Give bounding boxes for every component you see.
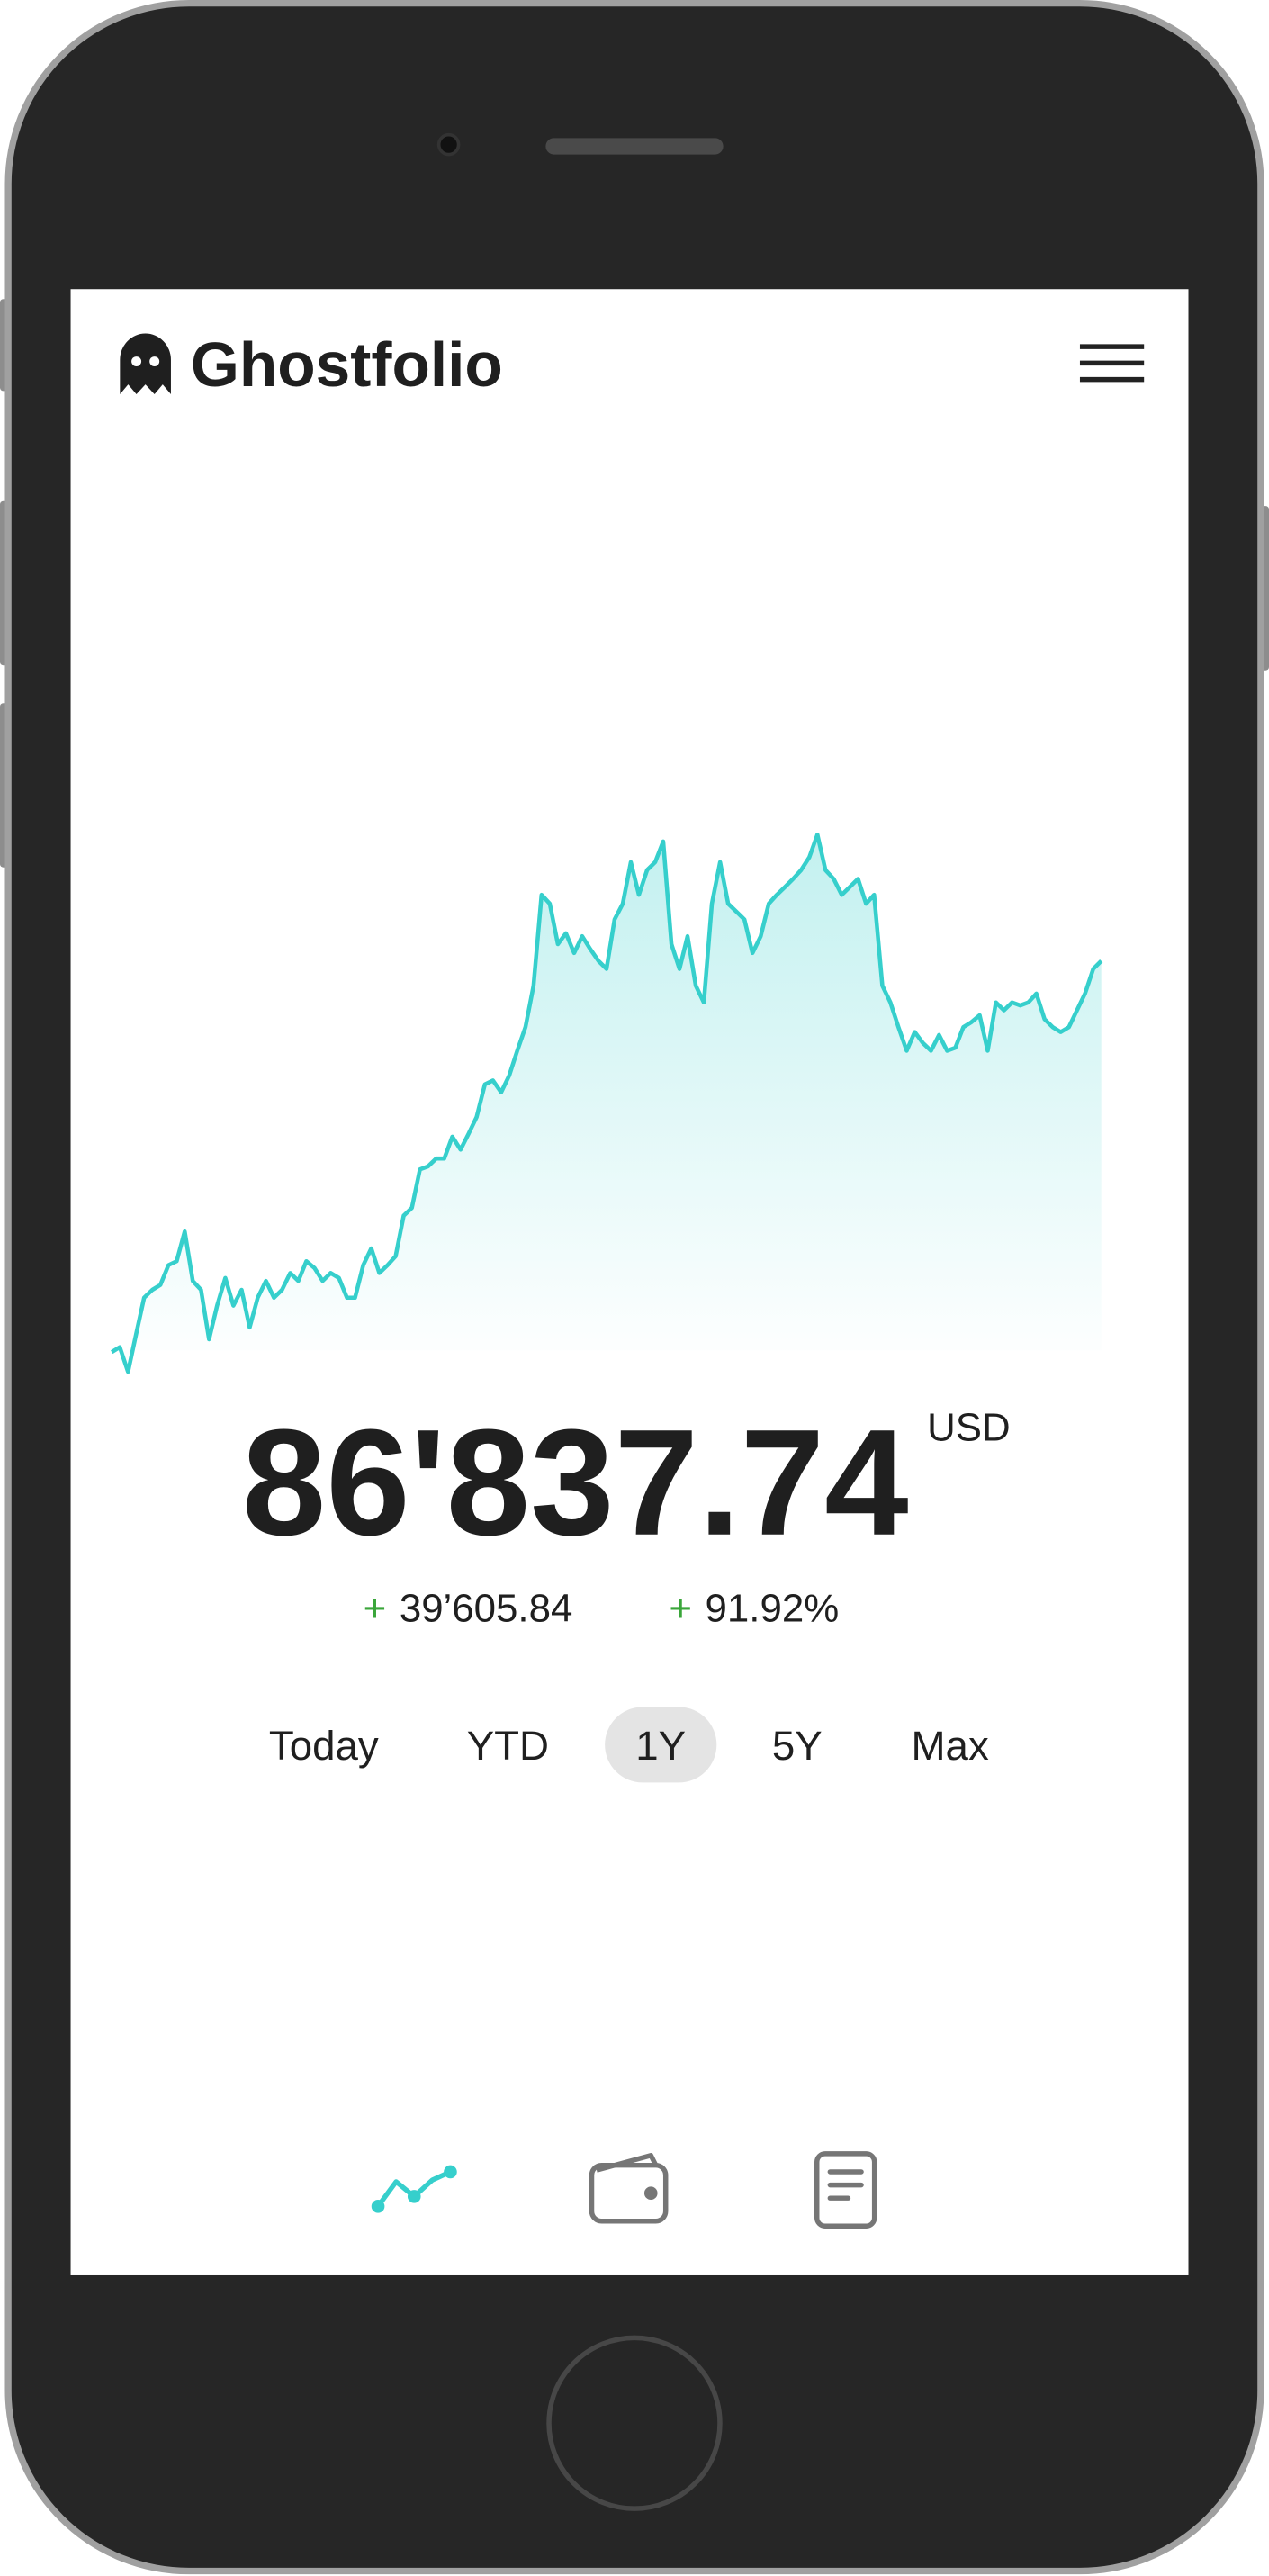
portfolio-value: 86'837.74 [242,1398,909,1567]
ghost-icon [120,333,171,395]
relative-change: 91.92% [706,1587,840,1631]
range-label: Today [269,1723,379,1769]
absolute-change: 39’605.84 [400,1587,573,1631]
range-label: YTD [467,1723,549,1769]
range-button[interactable]: Today [269,1723,379,1769]
nav-analysis[interactable] [371,2165,457,2213]
range-active-bg [605,1707,717,1783]
range-selector: Today YTD 1Y 5Y Max [269,1707,989,1783]
logo[interactable]: Ghostfolio [120,329,503,400]
app-title: Ghostfolio [191,329,503,400]
change-sign: + [364,1587,387,1631]
home-button[interactable] [546,2335,723,2511]
area-fill [112,834,1102,1373]
range-label: 5Y [772,1723,823,1769]
currency: USD [927,1406,1011,1450]
range-label: Max [912,1723,989,1769]
nav-holdings[interactable] [589,2152,669,2224]
change-sign: + [669,1587,692,1631]
range-label: 1Y [635,1723,686,1769]
icon-dot [371,2200,385,2213]
ghost-eye [131,356,142,367]
icon-dot [407,2190,421,2203]
range-button[interactable]: Max [912,1723,989,1769]
wallet-flap [596,2152,659,2173]
analysis-icon [375,2169,454,2210]
performance-chart [111,832,1103,1374]
range-button[interactable]: 5Y [772,1723,823,1769]
range-button[interactable]: 1Y [605,1707,717,1783]
wallet-icon [589,2162,669,2224]
document-icon [814,2151,878,2229]
menu-button[interactable] [1068,332,1157,394]
camera [436,132,461,157]
value-line [111,832,1103,1374]
icon-dot [444,2165,457,2179]
nav-summary[interactable] [814,2151,878,2229]
ghost-eye [149,356,160,367]
speaker [545,138,724,155]
wallet-dot [644,2186,658,2201]
range-button[interactable]: YTD [467,1723,549,1769]
